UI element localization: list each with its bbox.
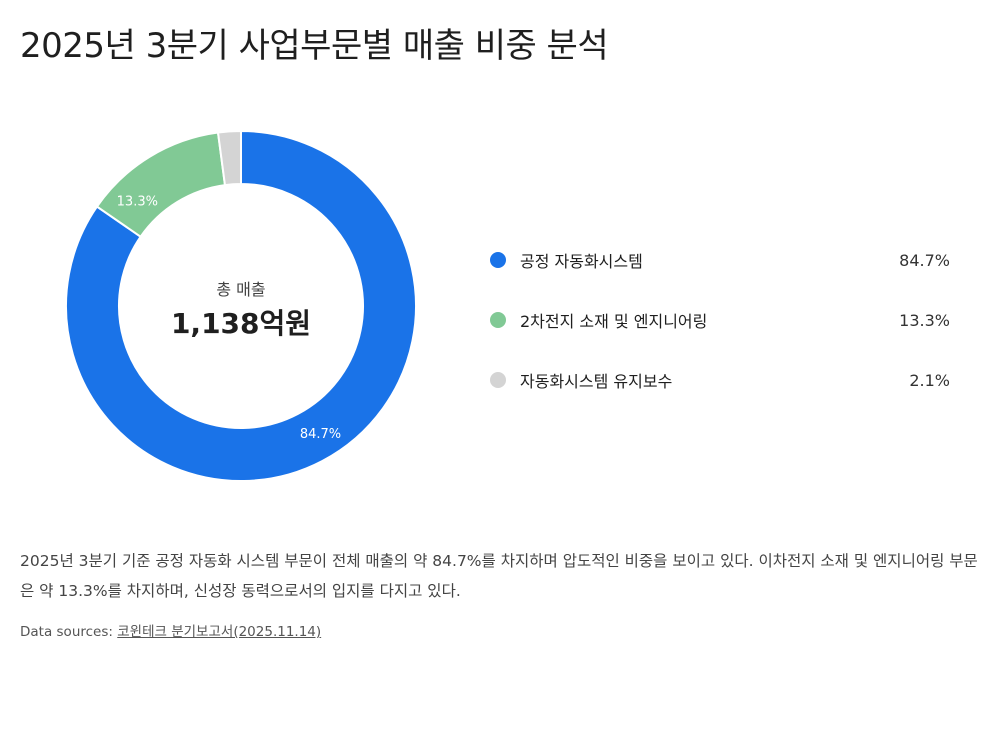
donut-slice	[65, 130, 417, 482]
legend-label: 2차전지 소재 및 엔지니어링	[520, 312, 708, 331]
legend-value: 13.3%	[899, 310, 950, 330]
donut-slice	[216, 130, 242, 187]
donut-chart: 84.7% 13.3% 총 매출 1,138억원	[65, 130, 417, 482]
legend-item: 2차전지 소재 및 엔지니어링 13.3%	[490, 290, 955, 350]
slice-label: 13.3%	[117, 194, 158, 209]
sources-prefix: Data sources:	[20, 624, 113, 640]
data-sources: Data sources: 코윈테크 분기보고서(2025.11.14)	[20, 620, 321, 640]
page-title: 2025년 3분기 사업부문별 매출 비중 분석	[20, 26, 609, 66]
legend-color-dot	[490, 312, 506, 328]
legend-label: 공정 자동화시스템	[520, 252, 643, 271]
legend-color-dot	[490, 372, 506, 388]
legend-item: 공정 자동화시스템 84.7%	[490, 230, 955, 290]
legend: 공정 자동화시스템 84.7% 2차전지 소재 및 엔지니어링 13.3% 자동화시스템…	[490, 230, 955, 410]
sources-link[interactable]: 코윈테크 분기보고서(2025.11.14)	[117, 624, 322, 640]
summary-text: 2025년 3분기 기준 공정 자동화 시스템 부문이 전체 매출의 약 84.…	[20, 552, 978, 600]
legend-label: 자동화시스템 유지보수	[520, 372, 673, 391]
legend-value: 2.1%	[909, 370, 950, 390]
legend-color-dot	[490, 252, 506, 268]
legend-value: 84.7%	[899, 250, 950, 270]
slice-label: 84.7%	[300, 427, 341, 442]
donut-svg: 84.7% 13.3%	[65, 130, 417, 482]
center-value: 1,138억원	[170, 307, 312, 340]
legend-item: 자동화시스템 유지보수 2.1%	[490, 350, 955, 410]
center-label: 총 매출	[216, 280, 266, 299]
